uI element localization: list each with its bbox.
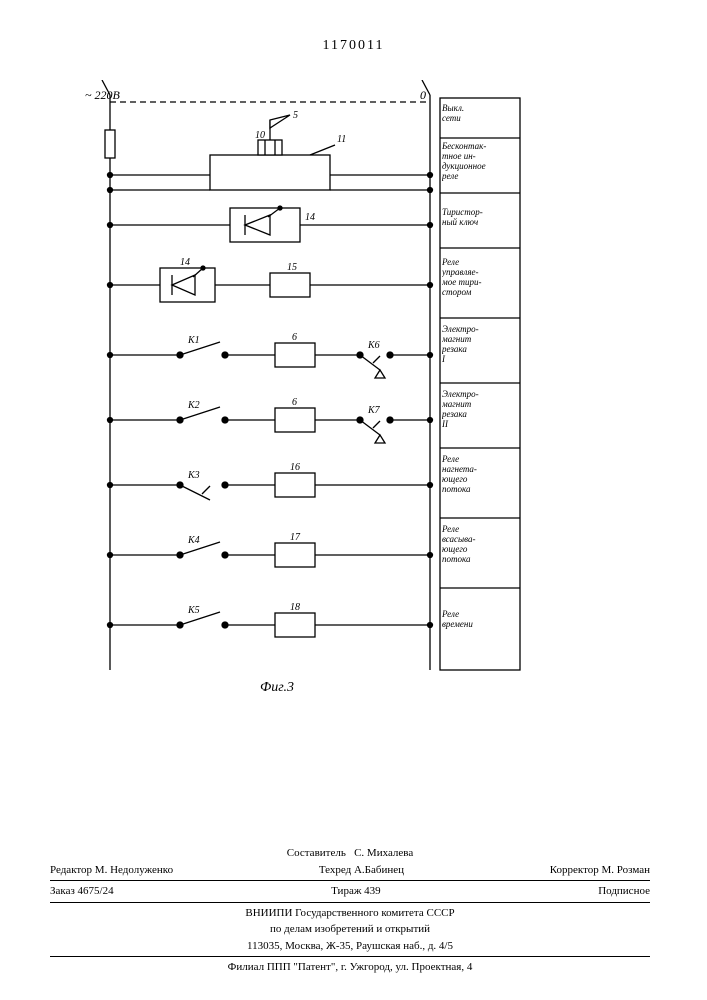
ref-18: 18 [290,602,300,613]
filial: Филиал ППП "Патент", г. Ужгород, ул. Про… [50,959,650,976]
contact-k5: К5 [187,605,200,616]
ref-14b: 14 [180,257,190,268]
redaktor: Редактор М. Недолуженко [50,862,173,879]
ref-15: 15 [287,262,297,273]
row-label-2: Тиристор-ный ключ [442,208,518,228]
ref-14a: 14 [305,212,315,223]
vniipi-line1: ВНИИПИ Государственного комитета СССР [50,905,650,922]
contact-k4: К4 [187,535,200,546]
contact-k7: К7 [367,405,381,416]
contact-k2: К2 [187,400,200,411]
row-label-5: Электро-магнитрезакаII [442,390,518,430]
row-label-6: Реленагнета-ющегопотока [442,455,518,495]
row-label-1: Бесконтак-тное ин-дукционноереле [442,142,518,182]
ref-17: 17 [290,532,301,543]
ref-10: 10 [255,130,265,141]
row-label-7: Релевсасыва-ющегопотока [442,525,518,565]
contact-k3: К3 [187,470,200,481]
row-label-3: Релеуправляе-мое тири-стором [442,258,518,298]
vniipi-address: 113035, Москва, Ж-35, Раушская наб., д. … [50,938,650,955]
circuit-diagram: 5 10 11 14 14 15 6 6 16 17 18 К1 К2 К3 К… [80,80,560,680]
ref-6b: 6 [292,397,297,408]
row-label-0: Выкл.сети [442,104,518,124]
contact-k6: К6 [367,340,380,351]
ref-16: 16 [290,462,300,473]
korrector: Корректор М. Розман [550,862,650,879]
row-label-8: Релевремени [442,610,518,630]
podpisnoe: Подписное [598,883,650,900]
vniipi-line2: по делам изобретений и открытий [50,921,650,938]
tehred: Техред А.Бабинец [319,862,404,879]
contact-k1: К1 [187,335,200,346]
zakaz: Заказ 4675/24 [50,883,114,900]
footer-block: Составитель С. Михалева Редактор М. Недо… [50,845,650,976]
ref-6a: 6 [292,332,297,343]
row-label-4: Электро-магнитрезакаI [442,325,518,365]
sostavitel-name: С. Михалева [354,847,413,859]
sostavitel-label: Составитель [287,847,346,859]
patent-number: 1170011 [0,38,707,54]
tirazh: Тираж 439 [331,883,381,900]
ref-11: 11 [337,134,346,145]
figure-label: Фиг.3 [260,680,294,696]
ref-5: 5 [293,110,298,121]
